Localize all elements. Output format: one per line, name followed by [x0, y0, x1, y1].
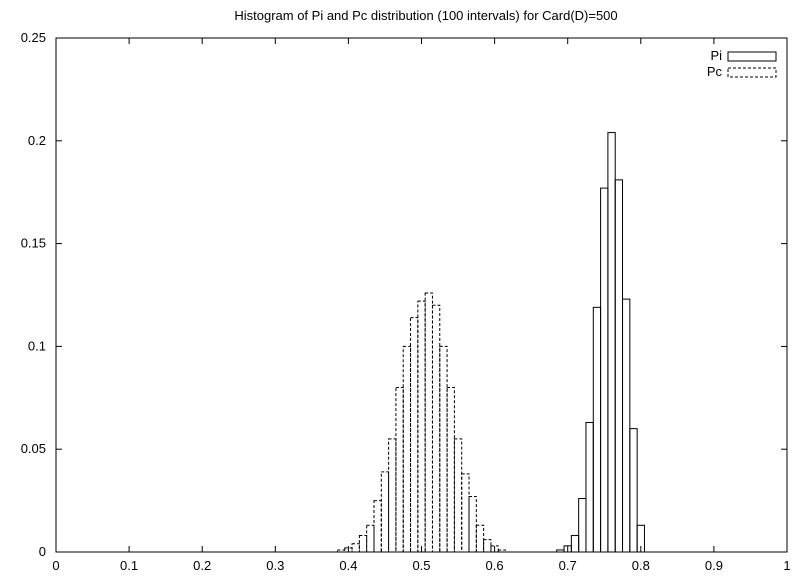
bar-pc [395, 387, 404, 553]
bar-pc [497, 549, 507, 553]
bar-pi [622, 298, 631, 553]
y-tick-label: 0.2 [28, 133, 46, 148]
bar-pi [614, 179, 624, 553]
x-tick-label: 1 [783, 558, 790, 573]
x-tick-label: 0.9 [705, 558, 723, 573]
bar-pc [483, 539, 492, 553]
bar-pc [380, 471, 390, 553]
bar-pc [373, 500, 382, 553]
y-tick-label: 0.1 [28, 338, 46, 353]
bar-pc [446, 387, 455, 553]
x-tick-label: 0.4 [339, 558, 357, 573]
x-tick-label: 0.3 [266, 558, 284, 573]
bar-pc [453, 438, 463, 553]
bar-pc [336, 549, 346, 553]
plot-frame [55, 37, 788, 553]
y-tick-label: 0.25 [21, 30, 46, 45]
bar-pi [607, 132, 616, 553]
x-tick-label: 0.2 [193, 558, 211, 573]
bar-pc [475, 524, 485, 553]
axes-layer [55, 37, 788, 553]
bar-pc [410, 317, 419, 553]
bar-pi [570, 535, 580, 553]
bar-pc [366, 524, 375, 553]
x-tick-label: 0.8 [632, 558, 650, 573]
legend-label-pi: Pi [710, 48, 722, 63]
legend-label-pc: Pc [707, 64, 723, 79]
x-tick-label: 0.7 [559, 558, 577, 573]
bar-pc [402, 345, 412, 553]
bar-pc [417, 300, 426, 553]
legend-swatch-pi [727, 51, 777, 62]
chart-title: Histogram of Pi and Pc distribution (100… [234, 8, 617, 23]
bar-pi [629, 428, 638, 553]
ticks-layer: 0 0.1 0.2 0.3 0.4 0.5 0.6 0.7 0.8 0.9 1 0 0.05 0.1 0.1… [21, 30, 791, 573]
x-tick-label: 0 [52, 558, 59, 573]
bar-pc [388, 438, 397, 553]
bar-pc [424, 292, 433, 553]
bar-pc [358, 535, 368, 553]
bar-pc [439, 345, 448, 553]
bar-pi [600, 187, 609, 553]
bar-pc [351, 543, 360, 553]
x-tick-label: 0.6 [486, 558, 504, 573]
legend: Pi Pc [707, 48, 777, 79]
x-tick-label: 0.1 [120, 558, 138, 573]
y-tick-label: 0.05 [21, 441, 46, 456]
x-tick-label: 0.5 [412, 558, 430, 573]
bar-pc [468, 495, 477, 553]
y-tick-label: 0.15 [21, 236, 46, 251]
bars-layer [336, 132, 645, 553]
bar-pi [578, 498, 587, 553]
bar-pc [461, 473, 470, 553]
bar-pc [431, 304, 441, 553]
y-tick-label: 0 [39, 544, 46, 559]
legend-swatch-pc [727, 67, 777, 78]
bar-pi [592, 306, 602, 553]
bar-pi [585, 421, 594, 553]
